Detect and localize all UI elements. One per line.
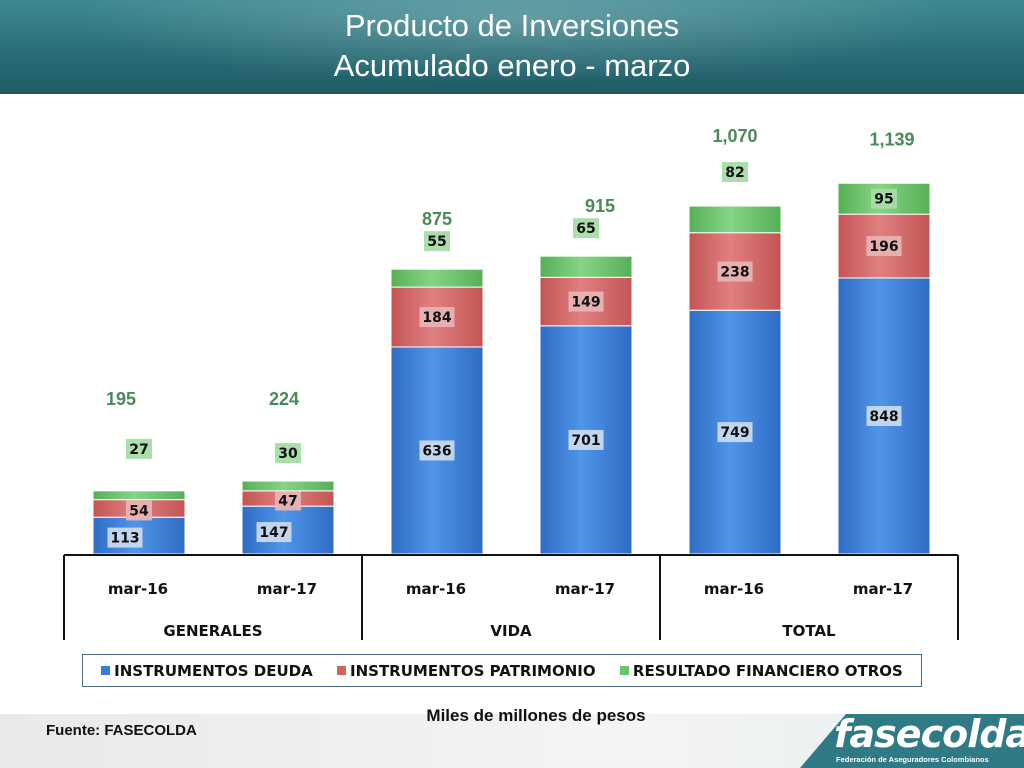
legend-label-patrimonio: INSTRUMENTOS PATRIMONIO <box>350 661 596 680</box>
page-title: Producto de Inversiones Acumulado enero … <box>0 6 1024 86</box>
data-label-bg-1-3 <box>568 291 604 312</box>
total-label-1: 224 <box>269 389 299 409</box>
data-label-bg-1-2 <box>419 307 455 328</box>
data-label-bg-1-5 <box>866 236 902 257</box>
data-label-0-5: 848 <box>869 409 898 425</box>
data-label-1-4: 238 <box>720 264 749 280</box>
total-label-4: 1,070 <box>712 126 757 146</box>
tick-label-2: mar-16 <box>406 580 466 598</box>
data-label-1-3: 149 <box>571 295 600 311</box>
bar-otros-2 <box>390 268 484 288</box>
data-label-2-4: 82 <box>725 165 744 181</box>
tick-label-0: mar-16 <box>108 580 168 598</box>
data-label-bg-0-2 <box>419 440 455 461</box>
legend-swatch-patrimonio <box>337 666 346 675</box>
total-label-3: 915 <box>585 196 615 216</box>
data-label-0-4: 749 <box>720 425 749 441</box>
tick-label-1: mar-17 <box>257 580 317 598</box>
total-label-5: 1,139 <box>869 129 914 149</box>
bar-otros-0 <box>92 490 186 501</box>
header-shine <box>0 0 1024 94</box>
chart-legend: INSTRUMENTOS DEUDA INSTRUMENTOS PATRIMON… <box>82 654 922 687</box>
total-label-0: 195 <box>106 389 136 409</box>
bar-otros-1 <box>241 480 335 492</box>
data-label-2-1: 30 <box>278 446 298 462</box>
tick-label-5: mar-17 <box>853 580 913 598</box>
tick-label-4: mar-16 <box>704 580 764 598</box>
data-label-1-0: 54 <box>129 503 149 519</box>
data-label-2-0: 27 <box>129 442 148 458</box>
fasecolda-logo: fasecolda <box>834 712 1024 756</box>
data-label-bg-1-1 <box>275 490 301 511</box>
group-label-1: VIDA <box>490 622 532 640</box>
data-label-bg-2-5 <box>871 188 897 209</box>
chart-area: 113 54 27 195 147 47 30 224 636 184 55 875 701 149 65 9… <box>0 94 1024 704</box>
data-label-1-5: 196 <box>869 239 898 255</box>
data-label-bg-0-0 <box>107 527 143 548</box>
data-label-2-2: 55 <box>427 234 446 250</box>
data-label-bg-2-4 <box>722 162 748 183</box>
bar-patrimonio-3 <box>539 276 633 327</box>
data-label-2-3: 65 <box>576 221 595 237</box>
bar-otros-4 <box>688 205 782 234</box>
data-label-1-1: 47 <box>278 494 297 510</box>
bar-otros-3 <box>539 255 633 278</box>
total-label-2: 875 <box>422 209 452 229</box>
data-label-bg-1-0 <box>126 500 152 521</box>
group-label-0: GENERALES <box>163 622 262 640</box>
legend-swatch-otros <box>619 666 629 675</box>
title-line-2: Acumulado enero - marzo <box>333 48 691 83</box>
data-label-0-3: 701 <box>571 433 600 449</box>
data-label-bg-1-4 <box>717 261 753 282</box>
header-band: Producto de Inversiones Acumulado enero … <box>0 0 1024 94</box>
data-label-bg-2-1 <box>275 443 301 464</box>
data-label-bg-2-2 <box>424 231 450 252</box>
data-label-0-1: 147 <box>259 525 288 541</box>
data-label-bg-2-0 <box>126 438 152 459</box>
legend-label-deuda: INSTRUMENTOS DEUDA <box>114 661 313 680</box>
title-line-1: Producto de Inversiones <box>344 8 680 43</box>
data-label-2-5: 95 <box>874 192 893 208</box>
data-label-1-2: 184 <box>422 310 451 326</box>
data-label-bg-2-3 <box>573 218 599 239</box>
legend-item-otros: RESULTADO FINANCIERO OTROS <box>619 661 903 680</box>
data-label-0-2: 636 <box>422 443 451 459</box>
logo-subtitle: Federación de Aseguradores Colombianos <box>836 755 989 764</box>
stacked-bar-chart: 113 54 27 195 147 47 30 224 636 184 55 875 701 149 65 9… <box>63 126 959 640</box>
group-label-2: TOTAL <box>782 622 836 640</box>
source-label: Fuente: FASECOLDA <box>46 722 197 739</box>
data-label-0-0: 113 <box>110 531 139 547</box>
legend-swatch-deuda <box>101 666 111 675</box>
data-label-bg-0-5 <box>866 405 902 426</box>
unit-label: Miles de millones de pesos <box>426 706 646 725</box>
tick-label-3: mar-17 <box>555 580 615 598</box>
data-label-bg-0-3 <box>568 429 604 450</box>
legend-item-deuda: INSTRUMENTOS DEUDA <box>101 662 313 680</box>
legend-label-otros: RESULTADO FINANCIERO OTROS <box>632 661 903 680</box>
data-label-bg-0-4 <box>717 422 753 443</box>
data-label-bg-0-1 <box>256 522 292 543</box>
legend-item-patrimonio: INSTRUMENTOS PATRIMONIO <box>337 662 596 680</box>
